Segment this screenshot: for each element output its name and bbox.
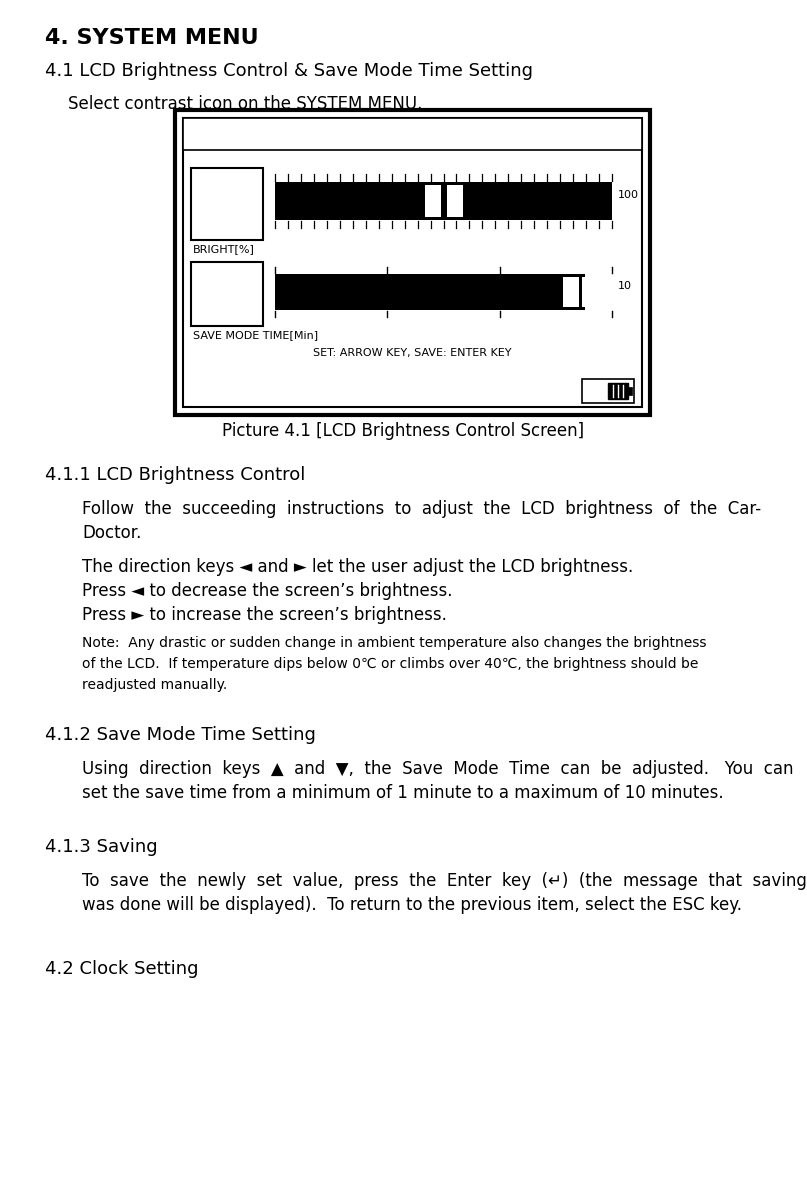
Text: 4. SYSTEM MENU: 4. SYSTEM MENU (45, 28, 258, 48)
Text: Picture 4.1 [LCD Brightness Control Screen]: Picture 4.1 [LCD Brightness Control Scre… (223, 422, 584, 440)
Text: LCD BRIGHTNESS CONTROL: LCD BRIGHTNESS CONTROL (324, 122, 500, 135)
Bar (191, 262, 263, 326)
Bar (608, 383, 628, 400)
Text: The direction keys ◄ and ► let the user adjust the LCD brightness.: The direction keys ◄ and ► let the user … (82, 558, 633, 576)
Text: 4.1.1 LCD Brightness Control: 4.1.1 LCD Brightness Control (45, 466, 305, 483)
Bar (446, 186, 462, 217)
Text: 4.1 LCD Brightness Control & Save Mode Time Setting: 4.1 LCD Brightness Control & Save Mode T… (45, 61, 533, 80)
Text: Doctor.: Doctor. (82, 524, 141, 543)
Text: was done will be displayed).  To return to the previous item, select the ESC key: was done will be displayed). To return t… (82, 896, 742, 914)
Bar (275, 182, 612, 220)
Text: SAVE MODE TIME[Min]: SAVE MODE TIME[Min] (193, 330, 318, 340)
Text: 100: 100 (618, 190, 639, 200)
Bar (424, 186, 441, 217)
Text: set the save time from a minimum of 1 minute to a maximum of 10 minutes.: set the save time from a minimum of 1 mi… (82, 784, 724, 803)
Bar (628, 387, 632, 395)
Bar (582, 379, 634, 403)
Bar (183, 118, 642, 150)
Text: 4.2 Clock Setting: 4.2 Clock Setting (45, 960, 199, 978)
Text: 10: 10 (202, 269, 252, 304)
Text: readjusted manually.: readjusted manually. (82, 678, 228, 691)
Text: 4.1.3 Saving: 4.1.3 Saving (45, 838, 157, 856)
Text: Select contrast icon on the SYSTEM MENU.: Select contrast icon on the SYSTEM MENU. (68, 95, 422, 113)
Text: Press ◄ to decrease the screen’s brightness.: Press ◄ to decrease the screen’s brightn… (82, 582, 453, 600)
Text: To  save  the  newly  set  value,  press  the  Enter  key  (↵)  (the  message  t: To save the newly set value, press the E… (82, 872, 807, 890)
Text: Follow  the  succeeding  instructions  to  adjust  the  LCD  brightness  of  the: Follow the succeeding instructions to ad… (82, 500, 761, 518)
Bar (582, 277, 598, 307)
Text: 10: 10 (618, 281, 632, 291)
Text: Note:  Any drastic or sudden change in ambient temperature also changes the brig: Note: Any drastic or sudden change in am… (82, 636, 706, 650)
Bar (183, 118, 642, 407)
Text: 4.1.2 Save Mode Time Setting: 4.1.2 Save Mode Time Setting (45, 726, 316, 743)
Bar (275, 274, 585, 310)
Text: Using  direction  keys  ▲  and  ▼,  the  Save  Mode  Time  can  be  adjusted.   : Using direction keys ▲ and ▼, the Save M… (82, 760, 793, 778)
Bar (191, 168, 263, 240)
Bar (175, 110, 650, 415)
Text: 50: 50 (202, 176, 252, 210)
Text: Press ► to increase the screen’s brightness.: Press ► to increase the screen’s brightn… (82, 606, 447, 624)
Text: T: T (591, 383, 597, 392)
Text: SET: ARROW KEY, SAVE: ENTER KEY: SET: ARROW KEY, SAVE: ENTER KEY (313, 348, 512, 358)
Bar (563, 277, 579, 307)
Text: of the LCD.  If temperature dips below 0℃ or climbs over 40℃, the brightness sho: of the LCD. If temperature dips below 0℃… (82, 657, 698, 671)
Text: BRIGHT[%]: BRIGHT[%] (193, 243, 255, 254)
